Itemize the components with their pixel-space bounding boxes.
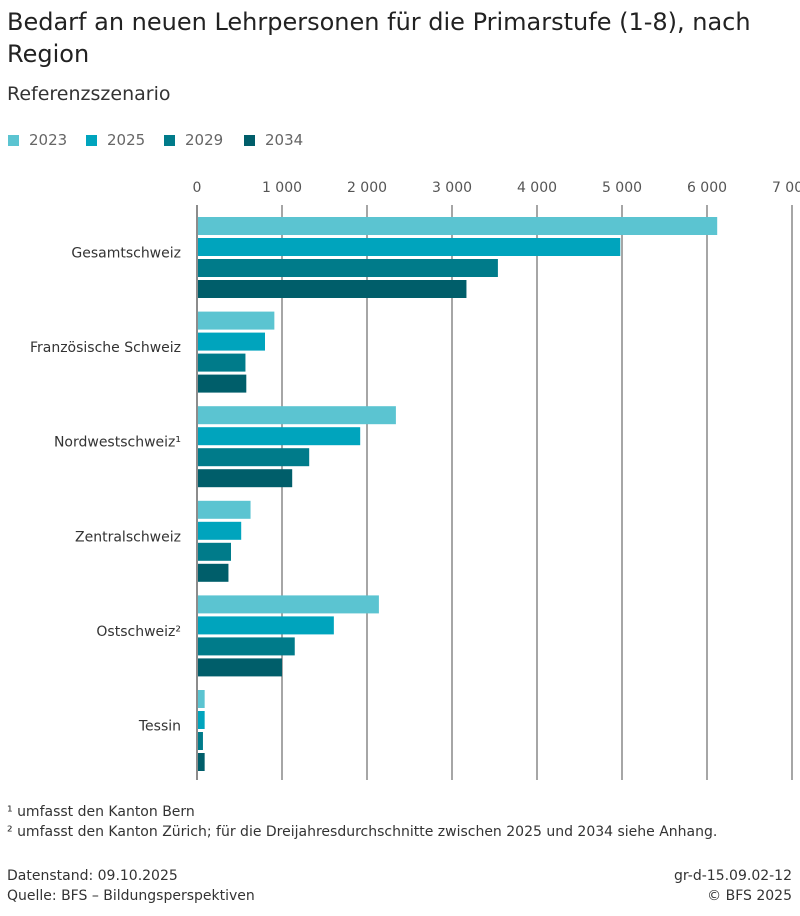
bar-2023: [198, 217, 718, 235]
category-label: Französische Schweiz: [30, 340, 181, 356]
x-tick-label: 6 000: [687, 180, 727, 196]
bar-2029: [198, 448, 310, 467]
legend-label: 2025: [107, 131, 146, 149]
bar-2025: [198, 427, 361, 446]
graphic-code: gr-d-15.09.02-12: [674, 868, 792, 884]
category-label: Gesamtschweiz: [71, 246, 181, 262]
legend-swatch: [164, 134, 175, 146]
legend-label: 2023: [29, 131, 68, 149]
category-label: Zentralschweiz: [75, 529, 181, 545]
x-tick-label: 7 000: [772, 180, 800, 196]
footnote-2: ² umfasst den Kanton Zürich; für die Dre…: [7, 824, 718, 840]
legend-label: 2029: [185, 131, 224, 149]
x-tick-label: 0: [193, 180, 202, 196]
bar-2025: [198, 238, 621, 256]
bar-2023: [198, 690, 205, 708]
bar-2023: [198, 595, 379, 614]
x-tick-label: 5 000: [602, 180, 642, 196]
bar-2023: [198, 406, 396, 425]
legend-swatch: [86, 134, 97, 146]
bar-chart: 0 1 000 2 000 3 000 4 000 5 000 6 000 7 000 Gesa…: [30, 180, 800, 780]
bar-2023: [198, 311, 275, 330]
bar-2029: [198, 353, 246, 372]
bar-2034: [198, 280, 467, 298]
legend-swatch: [8, 134, 19, 146]
legend-swatch: [244, 134, 255, 146]
legend-label: 2034: [265, 131, 304, 149]
bar-2023: [198, 500, 251, 519]
bar-2034: [198, 563, 229, 582]
bar-2034: [198, 658, 282, 677]
bar-2029: [198, 637, 295, 656]
copyright: © BFS 2025: [707, 888, 792, 904]
x-tick-label: 1 000: [262, 180, 302, 196]
bar-2029: [198, 259, 498, 277]
bar-2029: [198, 542, 231, 561]
category-label: Nordwestschweiz¹: [54, 435, 181, 451]
category-label: Ostschweiz²: [96, 624, 181, 640]
chart-title: Bedarf an neuen Lehrpersonen für die Pri…: [7, 8, 751, 68]
legend-item-2034[interactable]: 2034: [244, 131, 303, 149]
bar-2034: [198, 753, 205, 771]
source: Quelle: BFS – Bildungsperspektiven: [7, 888, 255, 904]
legend-item-2025[interactable]: 2025: [86, 131, 145, 149]
bar-2029: [198, 732, 203, 750]
legend-item-2023[interactable]: 2023: [8, 131, 67, 149]
bar-2025: [198, 711, 205, 729]
bar-2034: [198, 374, 247, 393]
x-tick-label: 4 000: [517, 180, 557, 196]
legend-item-2029[interactable]: 2029: [164, 131, 223, 149]
datenstand: Datenstand: 09.10.2025: [7, 868, 178, 884]
footnote-1: ¹ umfasst den Kanton Bern: [7, 804, 195, 820]
bar-2025: [198, 521, 242, 540]
bar-2034: [198, 469, 293, 488]
category-label: Tessin: [138, 719, 181, 735]
x-tick-label: 3 000: [432, 180, 472, 196]
bar-2025: [198, 616, 334, 635]
bar-2025: [198, 332, 265, 351]
chart-subtitle: Referenzszenario: [7, 83, 171, 105]
x-tick-label: 2 000: [347, 180, 387, 196]
